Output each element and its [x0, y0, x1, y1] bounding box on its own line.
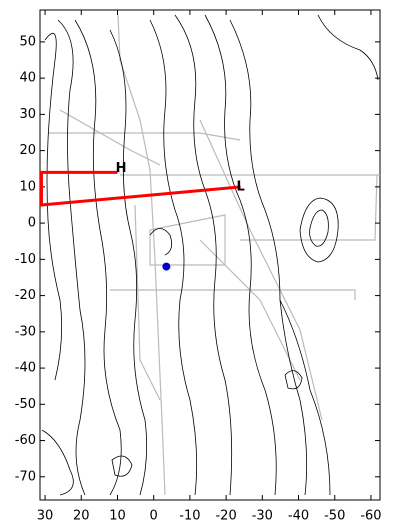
y-tick-label: 30 — [19, 107, 36, 122]
y-tick-label: 50 — [19, 34, 36, 49]
y-tick-label: -20 — [15, 288, 36, 303]
y-tick-label: -10 — [15, 252, 36, 267]
y-tick-label: 0 — [28, 216, 36, 231]
y-tick-label: -50 — [15, 397, 36, 412]
x-tick-label: -50 — [324, 509, 345, 524]
ticks: 50 40 30 20 10 0 -10 -20 -30 -40 -50 -60 -70 30 20 10 0 -… — [15, 10, 382, 524]
point-marker — [162, 262, 171, 271]
x-tick-label: -40 — [288, 509, 309, 524]
y-tick-label: -30 — [15, 324, 36, 339]
pressure-label: H — [116, 161, 127, 176]
route-line — [39, 170, 241, 207]
y-tick-label: -60 — [15, 433, 36, 448]
road-network — [48, 14, 380, 496]
pressure-label: L — [236, 179, 244, 194]
y-tick-label: 40 — [19, 71, 36, 86]
x-tick-label: -30 — [252, 509, 273, 524]
y-tick-label: -40 — [15, 361, 36, 376]
y-tick-label: 20 — [19, 143, 36, 158]
contours — [41, 14, 379, 496]
x-tick-label: 10 — [109, 509, 126, 524]
x-tick-label: -60 — [360, 509, 381, 524]
map-frame — [39, 9, 381, 501]
x-tick-label: 30 — [37, 509, 54, 524]
x-tick-label: -20 — [215, 509, 236, 524]
y-tick-label: 10 — [19, 179, 36, 194]
x-tick-label: 0 — [150, 509, 158, 524]
x-tick-label: 20 — [73, 509, 90, 524]
x-tick-label: -10 — [179, 509, 200, 524]
overlay: HL — [39, 161, 245, 271]
y-tick-label: -70 — [15, 469, 36, 484]
